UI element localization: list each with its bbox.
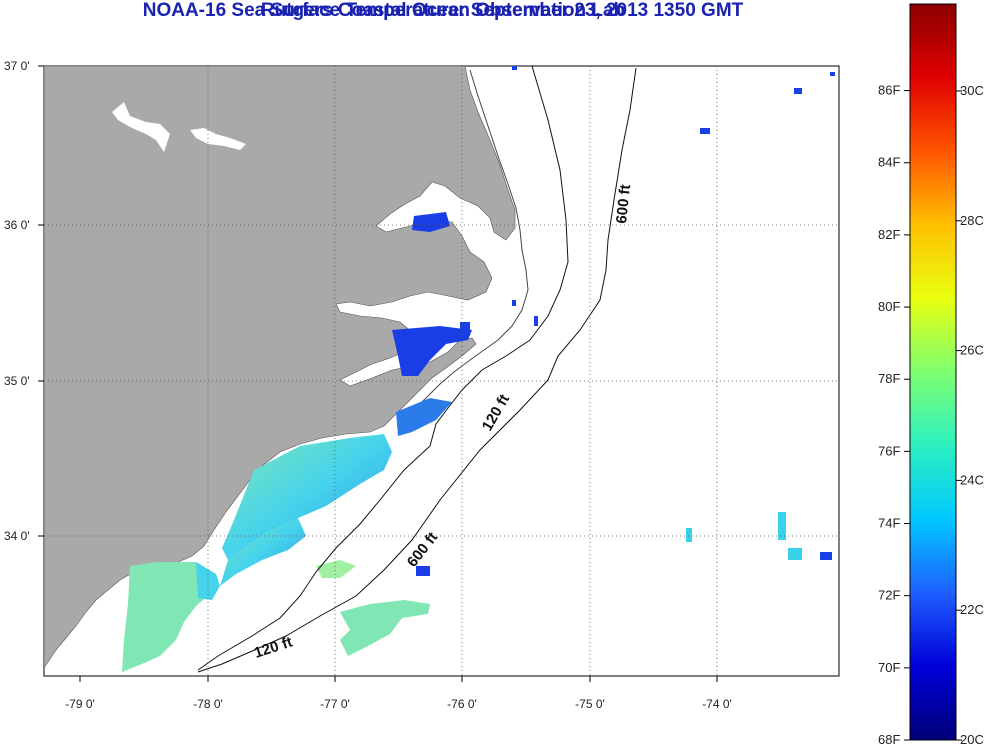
colorbar-f-label: 70F: [878, 660, 900, 675]
map-title: NOAA-16 Sea Surface Temperature: Septemb…: [142, 0, 744, 21]
lat-label-37: 37 0': [4, 59, 30, 73]
lake-mattamuskeet: [112, 102, 170, 152]
contour-label-600ft-north: 600 ft: [613, 184, 634, 225]
contour-600ft-line: [197, 67, 637, 673]
contour-120ft-line: [197, 66, 569, 671]
lon-label-76: -76 0': [447, 697, 477, 711]
lat-lon-grid: [44, 66, 839, 676]
lon-label-77: -77 0': [320, 697, 350, 711]
lon-label-79: -79 0': [65, 697, 95, 711]
lon-label-75: -75 0': [575, 697, 605, 711]
colorbar-f-label: 82F: [878, 227, 900, 242]
colorbar-f-label: 80F: [878, 299, 900, 314]
colorbar-c-label: 22C: [960, 602, 984, 617]
lat-label-36: 36 0': [4, 218, 30, 232]
colorbar-f-label: 84F: [878, 155, 900, 170]
lon-label-74: -74 0': [702, 697, 732, 711]
colorbar-f-label: 78F: [878, 371, 900, 386]
colorbar-f-label: 68F: [878, 732, 900, 747]
colorbar: [909, 3, 957, 741]
colorbar-f-label: 86F: [878, 83, 900, 98]
colorbar-c-label: 24C: [960, 472, 984, 487]
lat-label-35: 35 0': [4, 374, 30, 388]
lake-albemarle: [190, 128, 246, 150]
axis-ticks: [38, 65, 718, 682]
colorbar-f-label: 76F: [878, 443, 900, 458]
colorbar-c-label: 28C: [960, 213, 984, 228]
lon-label-78: -78 0': [193, 697, 223, 711]
colorbar-celsius-labels: 30C 28C 26C 24C 22C 20C: [956, 83, 984, 747]
colorbar-f-label: 72F: [878, 588, 900, 603]
colorbar-f-label: 74F: [878, 516, 900, 531]
map-subtitle: Rutgers Coastal Ocean Observation Lab: [260, 0, 626, 21]
outer-banks: [397, 69, 529, 425]
land-mass: [44, 66, 516, 669]
colorbar-c-label: 26C: [960, 343, 984, 358]
lat-label-34: 34 0': [4, 529, 30, 543]
colorbar-c-label: 20C: [960, 732, 984, 747]
colorbar-c-label: 30C: [960, 83, 984, 98]
colorbar-fahrenheit-labels: 86F 84F 82F 80F 78F 76F 74F 72F 70F 68F: [878, 83, 910, 747]
sst-patches: [122, 66, 835, 672]
